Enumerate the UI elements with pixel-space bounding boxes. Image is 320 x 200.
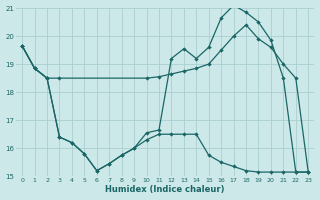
X-axis label: Humidex (Indice chaleur): Humidex (Indice chaleur) bbox=[106, 185, 225, 194]
